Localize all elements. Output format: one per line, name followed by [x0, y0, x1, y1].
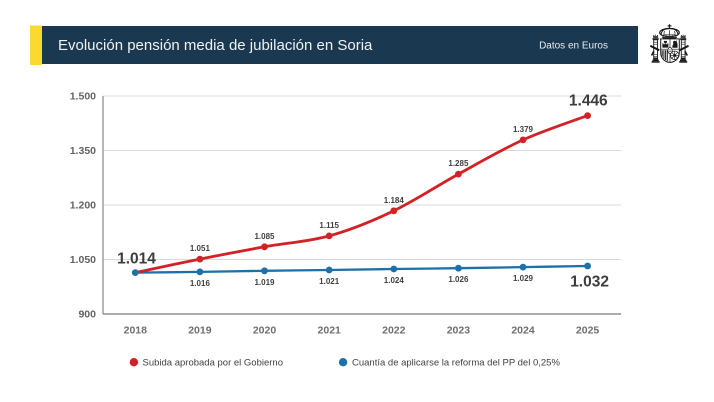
svg-text:2020: 2020	[253, 325, 277, 337]
svg-text:1.029: 1.029	[513, 274, 534, 283]
svg-text:1.446: 1.446	[569, 93, 608, 110]
svg-text:Cuantía de aplicarse la reform: Cuantía de aplicarse la reforma del PP d…	[352, 358, 560, 369]
svg-text:1.026: 1.026	[448, 275, 469, 284]
svg-text:1.019: 1.019	[254, 278, 275, 287]
svg-text:Datos en Euros: Datos en Euros	[539, 41, 608, 52]
svg-text:2022: 2022	[382, 325, 406, 337]
svg-text:Subida aprobada por el Gobiern: Subida aprobada por el Gobierno	[143, 358, 284, 369]
svg-text:2023: 2023	[447, 325, 471, 337]
svg-text:900: 900	[78, 309, 96, 321]
svg-text:1.014: 1.014	[117, 251, 156, 268]
svg-text:2024: 2024	[511, 325, 535, 337]
svg-text:1.021: 1.021	[319, 277, 340, 286]
svg-text:1.115: 1.115	[319, 221, 339, 230]
svg-text:Evolución pensión media de jub: Evolución pensión media de jubilación en…	[58, 37, 373, 54]
svg-text:1.500: 1.500	[70, 91, 96, 103]
svg-text:1.051: 1.051	[190, 244, 211, 253]
svg-text:1.024: 1.024	[384, 276, 405, 285]
svg-text:1.379: 1.379	[513, 125, 534, 134]
svg-text:1.085: 1.085	[254, 232, 275, 241]
svg-text:1.032: 1.032	[570, 274, 609, 291]
svg-text:2021: 2021	[318, 325, 342, 337]
svg-text:1.016: 1.016	[190, 279, 211, 288]
svg-text:1.050: 1.050	[70, 254, 96, 266]
svg-text:2018: 2018	[124, 325, 148, 337]
svg-text:2019: 2019	[188, 325, 212, 337]
svg-text:1.184: 1.184	[384, 196, 405, 205]
svg-text:2025: 2025	[576, 325, 600, 337]
svg-text:1.285: 1.285	[448, 159, 469, 168]
svg-text:1.200: 1.200	[70, 200, 96, 212]
svg-text:1.350: 1.350	[70, 145, 96, 157]
